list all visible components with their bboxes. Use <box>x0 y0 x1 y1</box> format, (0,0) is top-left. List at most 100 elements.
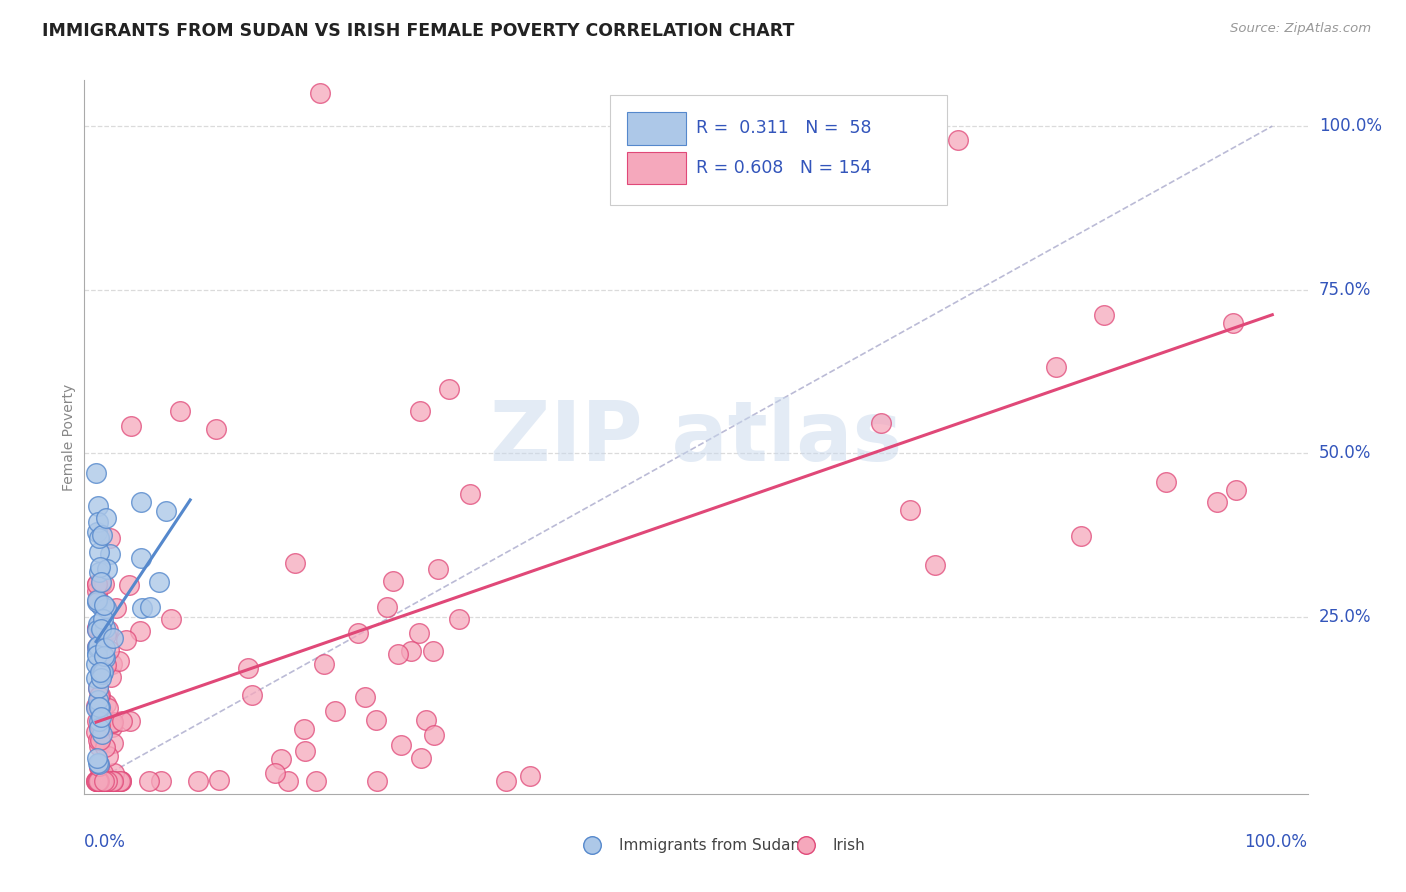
Point <box>263 766 285 780</box>
Point <box>108 654 131 668</box>
Point <box>101 773 124 788</box>
Point <box>108 773 131 788</box>
Point <box>90 727 112 741</box>
Point <box>86 725 108 739</box>
Point <box>94 773 117 788</box>
Point <box>93 650 115 665</box>
Point <box>100 670 122 684</box>
Point <box>96 562 118 576</box>
Point <box>101 773 124 788</box>
Point <box>284 556 307 570</box>
Point <box>93 622 115 636</box>
Text: 50.0%: 50.0% <box>1319 444 1371 462</box>
Point <box>458 487 481 501</box>
Point <box>107 773 129 788</box>
Point <box>87 544 110 558</box>
Point <box>86 646 108 660</box>
Point <box>96 773 118 788</box>
Point <box>89 773 111 788</box>
Point <box>129 624 152 638</box>
Point <box>103 735 125 749</box>
Point <box>574 821 596 835</box>
Point <box>86 773 108 788</box>
Point <box>87 617 110 632</box>
Text: 100.0%: 100.0% <box>1244 833 1308 851</box>
Point <box>84 657 107 672</box>
Point <box>97 748 120 763</box>
Point <box>93 648 115 663</box>
Point <box>129 551 152 566</box>
Point <box>97 701 120 715</box>
Point <box>86 640 108 654</box>
Point <box>87 756 110 770</box>
Point <box>93 577 115 591</box>
Point <box>87 700 110 714</box>
Point <box>150 773 173 788</box>
Point <box>101 657 124 672</box>
Point <box>186 773 208 788</box>
Point <box>87 773 110 788</box>
Point <box>86 648 108 662</box>
Point <box>87 515 110 529</box>
Point <box>111 714 134 729</box>
Point <box>309 87 332 101</box>
Point <box>93 773 115 788</box>
Point <box>131 601 153 615</box>
Point <box>93 598 115 612</box>
Text: ZIP atlas: ZIP atlas <box>489 397 903 477</box>
Point <box>117 578 139 592</box>
Point <box>87 759 110 773</box>
Point <box>89 624 111 638</box>
Text: R = 0.608   N = 154: R = 0.608 N = 154 <box>696 159 872 177</box>
Point <box>98 642 121 657</box>
Point <box>86 584 108 599</box>
Point <box>86 671 108 685</box>
Point <box>90 574 112 589</box>
Point <box>84 699 107 714</box>
Point <box>838 141 860 155</box>
Point <box>100 720 122 734</box>
Point <box>94 641 117 656</box>
Point <box>89 714 111 728</box>
Point <box>115 632 138 647</box>
Point <box>160 612 183 626</box>
Point <box>90 528 112 542</box>
Point <box>90 773 112 788</box>
Text: IMMIGRANTS FROM SUDAN VS IRISH FEMALE POVERTY CORRELATION CHART: IMMIGRANTS FROM SUDAN VS IRISH FEMALE PO… <box>42 22 794 40</box>
Point <box>93 773 115 788</box>
Point <box>155 504 177 518</box>
Point <box>292 722 315 736</box>
Point <box>924 558 946 572</box>
Point <box>375 600 398 615</box>
Text: Irish: Irish <box>832 838 866 853</box>
Point <box>87 592 110 607</box>
Text: R =  0.311   N =  58: R = 0.311 N = 58 <box>696 120 872 137</box>
Point <box>89 773 111 788</box>
Point <box>91 773 114 788</box>
Point <box>93 773 115 788</box>
Point <box>94 628 117 642</box>
Point <box>86 701 108 715</box>
Point <box>94 697 117 711</box>
Point <box>495 773 517 788</box>
Point <box>87 773 110 788</box>
Point <box>238 661 260 675</box>
Text: 25.0%: 25.0% <box>1319 608 1371 626</box>
Point <box>86 623 108 637</box>
Point <box>91 636 114 650</box>
Text: Source: ZipAtlas.com: Source: ZipAtlas.com <box>1230 22 1371 36</box>
Point <box>98 773 121 788</box>
Point <box>354 690 377 705</box>
Point <box>87 756 110 771</box>
Point <box>856 136 879 150</box>
Point <box>169 404 191 418</box>
Point <box>86 773 108 788</box>
Point <box>366 713 388 727</box>
Point <box>86 681 108 696</box>
Point <box>91 766 114 780</box>
Point <box>89 559 111 574</box>
Point <box>87 773 110 788</box>
Point <box>94 601 117 615</box>
Point <box>91 773 114 788</box>
Text: 0.0%: 0.0% <box>84 833 127 851</box>
